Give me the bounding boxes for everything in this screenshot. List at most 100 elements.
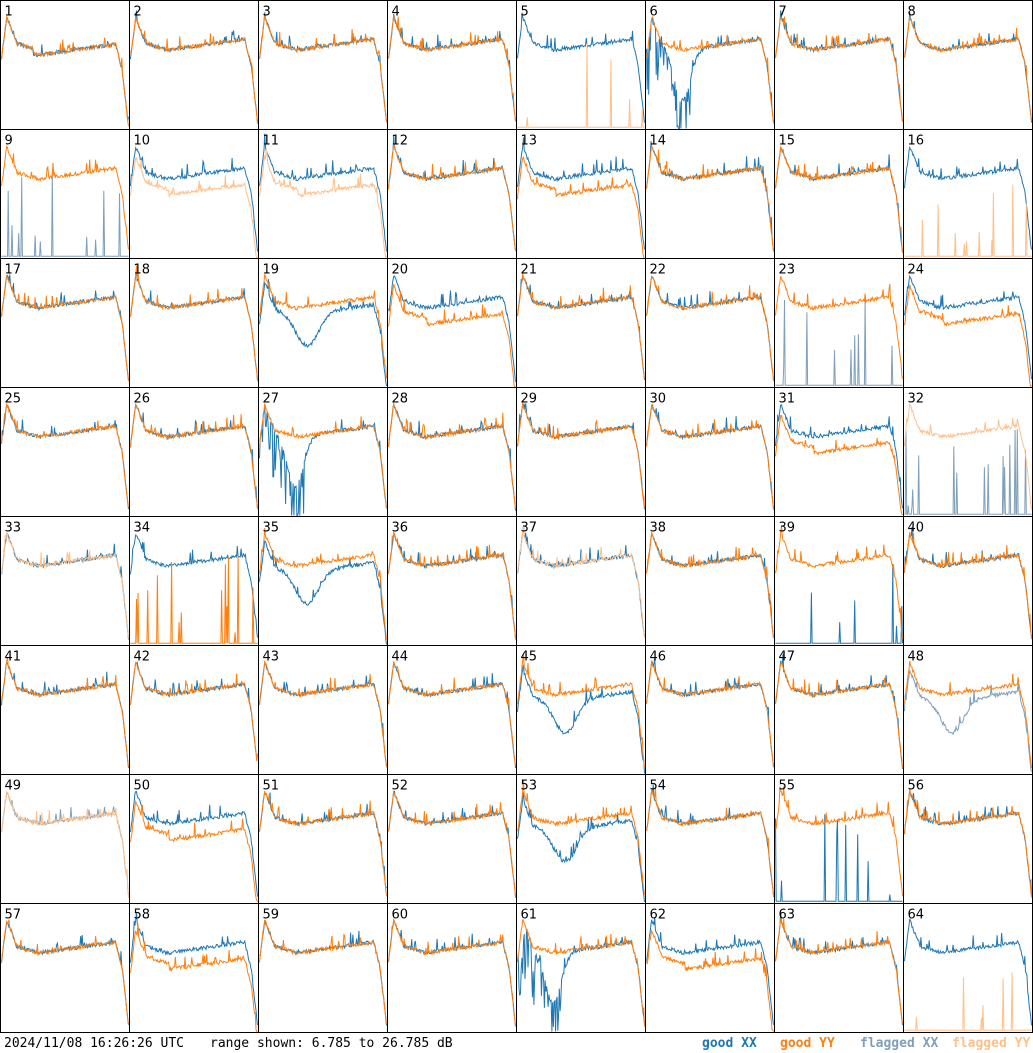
panel-label: 44 (392, 650, 409, 665)
panel-label: 30 (650, 392, 667, 407)
panel-label: 20 (392, 263, 409, 278)
panel-frame (903, 516, 1033, 646)
panel-frame (129, 645, 259, 775)
panel-9: 9 (0, 129, 130, 259)
yy-trace (517, 526, 645, 638)
panel-frame (0, 387, 130, 517)
yy-trace (775, 145, 903, 254)
xx-trace (775, 814, 903, 902)
yy-trace (517, 43, 645, 128)
panel-41: 41 (0, 645, 130, 775)
panel-frame (387, 645, 517, 775)
yy-trace (904, 789, 1032, 898)
panel-frame (903, 774, 1033, 904)
panel-37: 37 (516, 516, 646, 646)
footer-bar: 2024/11/08 16:26:26 UTC range shown: 6.7… (0, 1034, 1033, 1053)
legend-flagged-xx: flagged XX (860, 1036, 939, 1051)
yy-trace (904, 284, 1032, 388)
panel-label: 55 (779, 779, 796, 794)
panel-11: 11 (258, 129, 388, 260)
panel-label: 28 (392, 392, 409, 407)
panel-label: 41 (5, 650, 22, 665)
xx-trace (388, 13, 516, 121)
xx-trace (904, 145, 1032, 250)
yy-trace (259, 15, 387, 123)
panel-frame (645, 129, 775, 259)
panel-label: 7 (779, 5, 787, 20)
panel-frame (516, 774, 646, 904)
panel-label: 9 (5, 134, 13, 149)
xx-trace (130, 911, 258, 1026)
panel-label: 27 (263, 392, 280, 407)
xx-trace (517, 928, 645, 1032)
yy-trace (775, 414, 903, 516)
panel-frame (258, 645, 388, 775)
panel-label: 37 (521, 521, 538, 536)
yy-trace (904, 972, 1032, 1031)
xx-trace (1, 404, 129, 510)
panel-frame (258, 0, 388, 130)
yy-trace (259, 274, 387, 379)
panel-label: 5 (521, 5, 529, 20)
panel-12: 12 (387, 129, 517, 259)
panel-13: 13 (516, 129, 646, 259)
yy-trace (259, 403, 387, 508)
panel-25: 25 (0, 387, 130, 517)
panel-33: 33 (0, 516, 130, 646)
panel-label: 57 (5, 908, 22, 923)
yy-trace (646, 275, 774, 382)
panel-label: 63 (779, 908, 796, 923)
panel-50: 50 (129, 774, 259, 904)
yy-trace (646, 403, 774, 509)
xx-trace (517, 664, 645, 774)
yy-trace (388, 15, 516, 122)
yy-trace (1, 15, 129, 127)
panel-label: 45 (521, 650, 538, 665)
panel-28: 28 (387, 387, 517, 517)
panel-label: 1 (5, 5, 13, 20)
panel-label: 35 (263, 521, 280, 536)
yy-trace (388, 661, 516, 766)
panel-31: 31 (774, 387, 904, 517)
panel-frame (774, 645, 904, 775)
yy-trace (1, 144, 129, 250)
panel-20: 20 (387, 258, 517, 388)
panel-label: 53 (521, 779, 538, 794)
panel-frame (129, 903, 259, 1033)
panel-frame (0, 645, 130, 775)
yy-trace (775, 786, 903, 897)
panel-label: 64 (908, 908, 925, 923)
panel-label: 60 (392, 908, 409, 923)
panel-15: 15 (774, 129, 904, 259)
panel-16: 16 (903, 129, 1033, 259)
panel-frame (129, 774, 259, 904)
panel-label: 42 (134, 650, 151, 665)
panel-frame (774, 258, 904, 388)
panel-40: 40 (903, 516, 1033, 646)
panel-62: 62 (645, 903, 775, 1033)
panel-5: 5 (516, 0, 646, 130)
panel-label: 46 (650, 650, 667, 665)
yy-trace (775, 661, 903, 769)
panel-43: 43 (258, 645, 388, 775)
panel-frame (516, 258, 646, 388)
panel-label: 36 (392, 521, 409, 536)
panel-frame (129, 387, 259, 517)
panel-frame (516, 129, 646, 259)
yy-trace (130, 157, 258, 259)
panel-frame (774, 903, 904, 1033)
xx-trace (904, 429, 1032, 515)
panel-38: 38 (645, 516, 775, 646)
yy-trace (646, 660, 774, 767)
yy-trace (646, 928, 774, 1032)
panel-label: 49 (5, 779, 22, 794)
xx-trace (775, 404, 903, 509)
yy-trace (775, 525, 903, 639)
panel-label: 39 (779, 521, 796, 536)
xx-trace (646, 17, 774, 129)
panel-frame (645, 903, 775, 1033)
panel-frame (387, 516, 517, 646)
yy-trace (130, 661, 258, 762)
yy-trace (517, 156, 645, 258)
xx-trace (517, 12, 645, 123)
